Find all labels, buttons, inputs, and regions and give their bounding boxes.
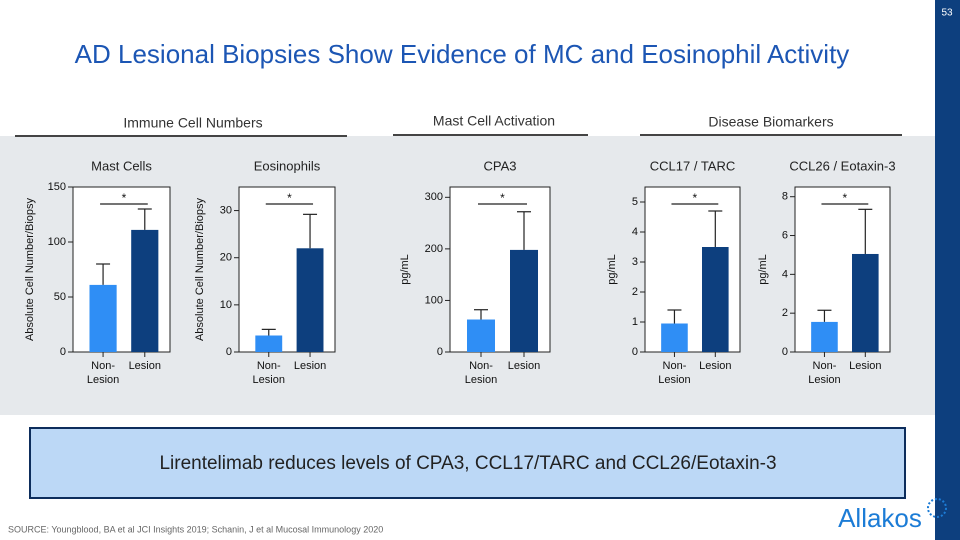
section-title: Disease Biomarkers bbox=[708, 114, 833, 130]
y-tick-label: 8 bbox=[782, 191, 788, 203]
x-tick-label: Lesion bbox=[508, 360, 540, 372]
y-tick-label: 300 bbox=[425, 191, 443, 203]
y-tick-label: 1 bbox=[632, 316, 638, 328]
bar bbox=[510, 249, 538, 352]
significance-label: * bbox=[122, 191, 127, 205]
bar bbox=[661, 323, 688, 352]
significance-label: * bbox=[693, 191, 698, 205]
y-tick-label: 0 bbox=[226, 346, 232, 358]
significance-label: * bbox=[287, 191, 292, 205]
logo: Allakos bbox=[838, 503, 922, 533]
y-tick-label: 100 bbox=[48, 236, 66, 248]
y-tick-label: 30 bbox=[220, 204, 232, 216]
chart-title: Mast Cells bbox=[91, 158, 152, 173]
y-tick-label: 150 bbox=[48, 181, 66, 193]
bar bbox=[811, 321, 838, 352]
y-tick-label: 0 bbox=[782, 346, 788, 358]
y-tick-label: 5 bbox=[632, 196, 638, 208]
x-tick-label: Lesion bbox=[129, 360, 161, 372]
x-tick-label: Lesion bbox=[294, 360, 326, 372]
chart-title: Eosinophils bbox=[254, 158, 321, 173]
x-tick-label: Lesion bbox=[699, 360, 731, 372]
y-tick-label: 6 bbox=[782, 229, 788, 241]
bar bbox=[852, 253, 879, 352]
y-tick-label: 4 bbox=[782, 268, 788, 280]
significance-label: * bbox=[500, 191, 505, 205]
y-tick-label: 0 bbox=[632, 346, 638, 358]
logo-mark bbox=[927, 498, 947, 518]
x-tick-label: Non-Lesion bbox=[465, 360, 497, 386]
callout-box bbox=[29, 427, 906, 499]
y-tick-label: 0 bbox=[437, 346, 443, 358]
page-number: 53 bbox=[941, 8, 953, 19]
y-tick-label: 2 bbox=[632, 286, 638, 298]
y-tick-label: 2 bbox=[782, 307, 788, 319]
y-tick-label: 200 bbox=[425, 243, 443, 255]
chart-title: CCL26 / Eotaxin-3 bbox=[789, 158, 895, 173]
y-axis-label: Absolute Cell Number/Biopsy bbox=[194, 197, 206, 341]
y-axis-label: Absolute Cell Number/Biopsy bbox=[24, 197, 36, 341]
chart-title: CPA3 bbox=[484, 158, 517, 173]
y-tick-label: 100 bbox=[425, 294, 443, 306]
y-tick-label: 10 bbox=[220, 299, 232, 311]
y-tick-label: 20 bbox=[220, 252, 232, 264]
bar bbox=[702, 247, 729, 352]
callout-text: Lirentelimab reduces levels of CPA3, CCL… bbox=[159, 453, 776, 474]
significance-label: * bbox=[843, 191, 848, 205]
section-title: Mast Cell Activation bbox=[433, 113, 555, 129]
bar bbox=[255, 335, 283, 352]
slide-title: AD Lesional Biopsies Show Evidence of MC… bbox=[75, 39, 850, 69]
side-bar bbox=[935, 0, 960, 540]
y-axis-label: pg/mL bbox=[399, 254, 411, 285]
section-title: Immune Cell Numbers bbox=[123, 115, 262, 131]
y-tick-label: 3 bbox=[632, 256, 638, 268]
y-axis-label: pg/mL bbox=[606, 254, 618, 285]
x-tick-label: Non-Lesion bbox=[87, 360, 119, 386]
source-note: SOURCE: Youngblood, BA et al JCI Insight… bbox=[8, 524, 383, 534]
bar bbox=[467, 319, 495, 352]
y-axis-label: pg/mL bbox=[757, 254, 769, 285]
y-tick-label: 0 bbox=[60, 346, 66, 358]
chart-title: CCL17 / TARC bbox=[650, 158, 736, 173]
bar bbox=[89, 284, 117, 352]
x-tick-label: Non-Lesion bbox=[808, 360, 840, 386]
y-tick-label: 50 bbox=[54, 291, 66, 303]
bar bbox=[131, 229, 159, 352]
x-tick-label: Lesion bbox=[849, 360, 881, 372]
bar bbox=[296, 248, 324, 352]
x-tick-label: Non-Lesion bbox=[658, 360, 690, 386]
x-tick-label: Non-Lesion bbox=[253, 360, 285, 386]
y-tick-label: 4 bbox=[632, 226, 638, 238]
